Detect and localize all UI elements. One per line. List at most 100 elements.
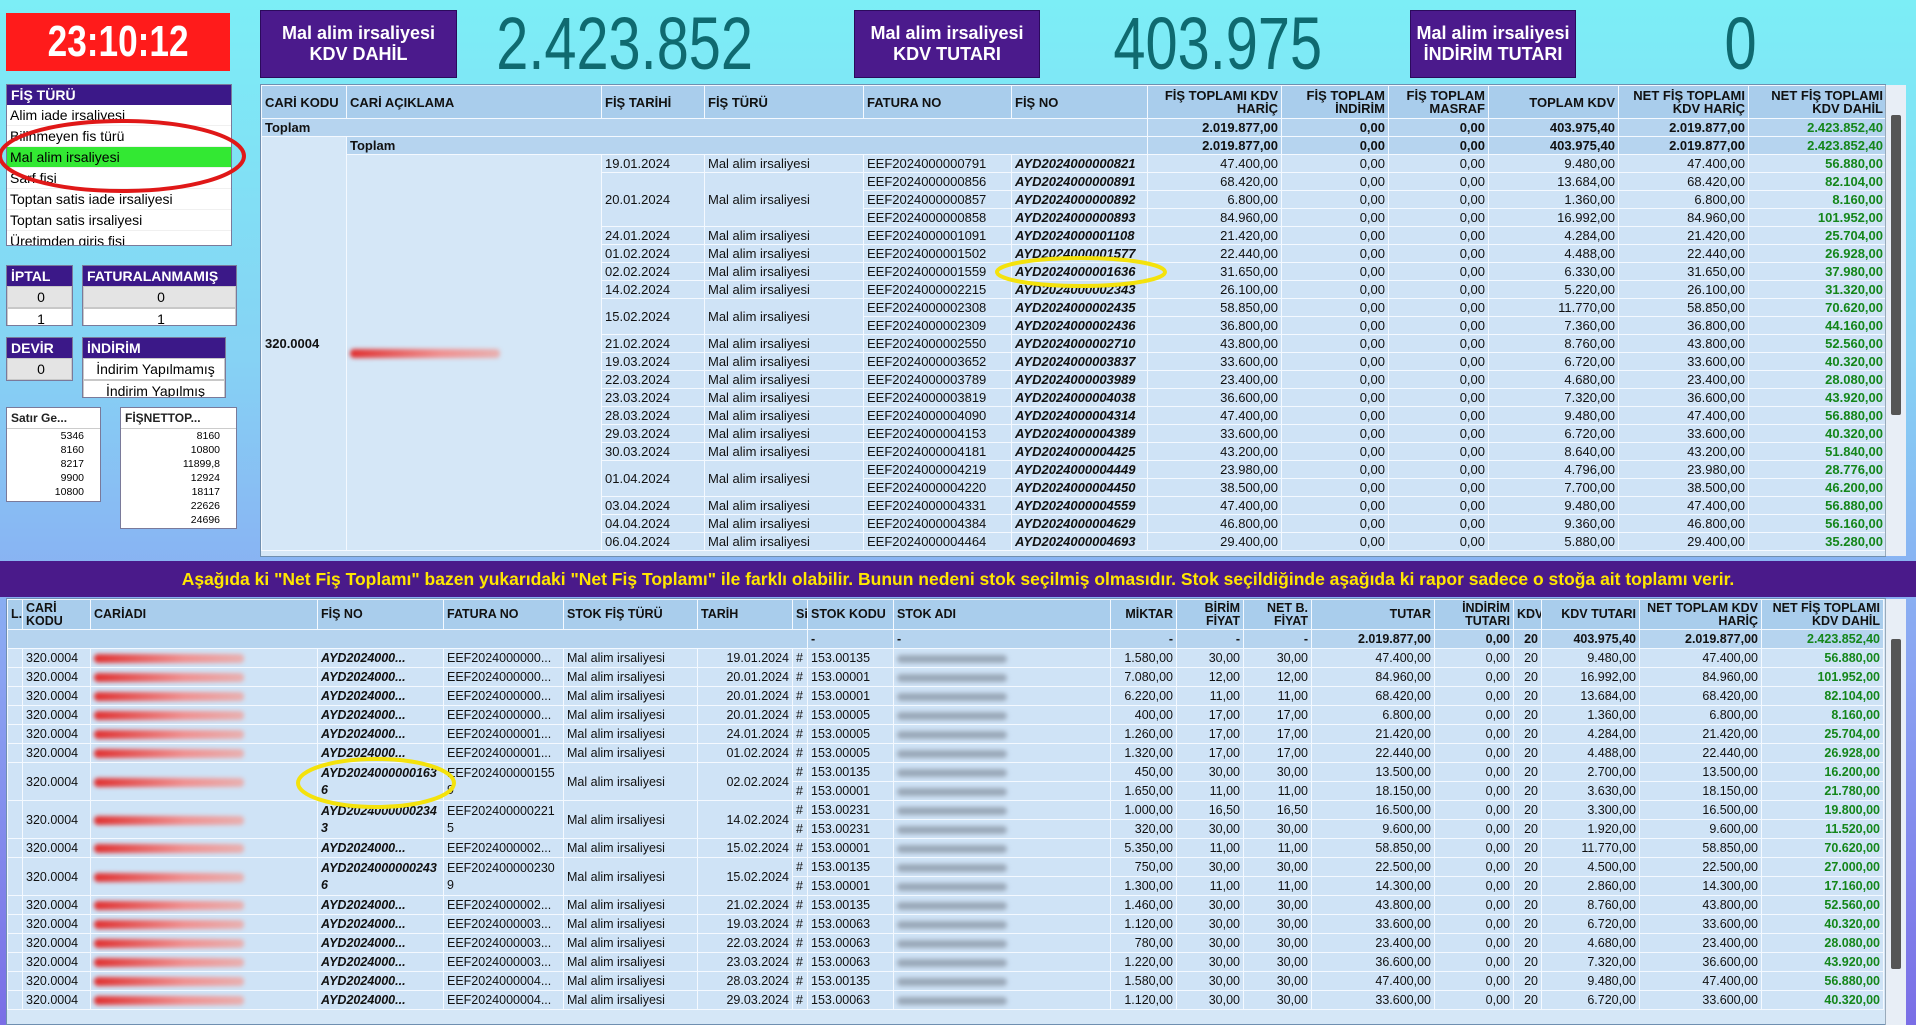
column-header[interactable]: KDV TUTARI [1541,599,1640,630]
column-header[interactable]: TUTAR [1311,599,1435,630]
column-header[interactable]: KDV [1513,599,1542,630]
column-header[interactable]: STOK KODU [807,599,894,630]
list-item[interactable]: 22626 [190,500,220,512]
list-item[interactable]: İndirim Yapılmış [83,380,225,397]
list-item[interactable]: 0 [7,358,72,380]
list-item[interactable]: 8160 [60,444,84,456]
amount: 33.600,00 [1147,424,1282,443]
column-header[interactable]: FİŞ TARİHİ [601,85,705,119]
amount: 11.520,00 [1761,819,1884,839]
list-item[interactable]: 8217 [60,458,84,470]
column-header[interactable]: NET TOPLAM KDV HARİÇ [1639,599,1762,630]
column-header[interactable]: CARİADI [90,599,318,630]
list-item[interactable]: 9900 [60,472,84,484]
column-header[interactable]: FİŞ TOPLAM İNDİRİM [1281,85,1389,119]
column-header[interactable]: FİŞ TOPLAMI KDV HARİÇ [1147,85,1282,119]
amount: 0,00 [1434,990,1514,1010]
column-header[interactable]: NET B. FİYAT [1243,599,1312,630]
stok-kodu: 153.00005 [807,743,894,763]
column-header[interactable]: FİŞ TOPLAM MASRAF [1388,85,1489,119]
top-scrollbar[interactable] [1885,85,1906,556]
amount: 33.600,00 [1147,352,1282,371]
amount: 58.850,00 [1639,838,1762,858]
list-item[interactable]: Üretimden giris fisi [7,231,231,245]
amount: 21.420,00 [1639,724,1762,744]
column-header[interactable]: BİRİM FİYAT [1176,599,1244,630]
column-header[interactable]: TOPLAM KDV [1488,85,1619,119]
list-item[interactable]: Bilinmeyen fis türü [7,126,231,147]
amount: 0,00 [1388,226,1489,245]
bottom-scrollbar[interactable] [1885,599,1906,1025]
list-item[interactable]: 11899,8 [182,458,220,470]
list-item[interactable]: Toptan satis iade irsaliyesi [7,189,231,210]
total-row: - - - - -2.019.877,00 0,00 20 403.975,40 2.019.8… [7,629,1884,649]
fatura-no: EEF2024000000856 [863,172,1012,191]
amount: 11,00 [1243,781,1312,801]
list-item[interactable]: 5346 [60,430,84,442]
list-item[interactable]: 10800 [190,444,220,456]
fis-tarihi: 20.01.2024 [601,172,705,227]
list-item[interactable]: İndirim Yapılmamış [83,358,225,380]
total-cell: 403.975,40 [1541,629,1640,649]
list-item[interactable]: 0 [83,286,236,308]
column-header[interactable]: CARİ KODU [22,599,91,630]
top-table: CARİ KODU CARİ AÇIKLAMA FİŞ TARİHİ FİŞ TÜRÜ… [261,85,1885,551]
expander [7,952,23,972]
column-header[interactable]: CARİ KODU [261,85,347,119]
fis-tarihi: 03.04.2024 [601,496,705,515]
redacted-name [350,349,500,359]
column-header[interactable]: NET FİŞ TOPLAMI KDV DAHİL [1748,85,1885,119]
amount: 9.600,00 [1639,819,1762,839]
si: # [792,895,808,915]
amount: 1.920,00 [1541,819,1640,839]
redacted-name [94,654,244,664]
list-item[interactable]: 11520 [7,499,100,501]
si: # [792,914,808,934]
list-item[interactable]: 0 [7,286,72,308]
amount: 20 [1513,971,1542,991]
column-header[interactable]: STOK ADI [893,599,1111,630]
column-header[interactable]: FİŞ NO [317,599,444,630]
expander [7,667,23,687]
amount: 30,00 [1176,971,1244,991]
column-header[interactable]: TARİH [697,599,793,630]
amount: 20 [1513,743,1542,763]
column-header[interactable]: NET FİŞ TOPLAMI KDV HARİÇ [1618,85,1749,119]
list-item[interactable]: 18117 [191,486,220,498]
list-item[interactable]: Mal alim irsaliyesi [7,147,231,168]
list-item[interactable]: 10800 [54,486,84,498]
list-item[interactable]: 1 [83,308,236,325]
amount: 4.284,00 [1488,226,1619,245]
amount: 0,00 [1434,743,1514,763]
amount: 9.360,00 [1488,514,1619,533]
amount: 23.980,00 [1147,460,1282,479]
amount: 0,00 [1434,952,1514,972]
column-header[interactable]: STOK FİŞ TÜRÜ [563,599,698,630]
list-item[interactable]: 1 [7,308,72,325]
total-cell: 0,00 [1281,118,1389,137]
amount: 20 [1513,648,1542,668]
cari-adi [90,705,318,725]
column-header[interactable]: FİŞ NO [1011,85,1148,119]
amount: 30,00 [1243,971,1312,991]
list-item[interactable]: 8160 [196,430,220,442]
list-item[interactable]: 12924 [190,472,220,484]
column-header[interactable]: İNDİRİM TUTARI [1434,599,1514,630]
column-header[interactable]: MİKTAR [1110,599,1177,630]
list-box-title: FİŞNETTOP... [121,408,236,429]
list-item[interactable]: 24696 [190,514,220,526]
amount: 47.400,00 [1147,496,1282,515]
column-header[interactable]: FATURA NO [863,85,1012,119]
list-item[interactable]: Sarf fisi [7,168,231,189]
column-header[interactable]: L... [7,599,23,630]
column-header[interactable]: NET FİŞ TOPLAMI KDV DAHİL [1761,599,1884,630]
column-header[interactable]: FATURA NO [443,599,564,630]
si: # [792,686,808,706]
list-item[interactable]: Alim iade irsaliyesi [7,105,231,126]
fis-turu: Mal alim irsaliyesi [704,388,864,407]
column-header[interactable]: CARİ AÇIKLAMA [346,85,602,119]
column-header[interactable]: Si... [792,599,808,630]
column-header[interactable]: FİŞ TÜRÜ [704,85,864,119]
list-item[interactable]: Toptan satis irsaliyesi [7,210,231,231]
